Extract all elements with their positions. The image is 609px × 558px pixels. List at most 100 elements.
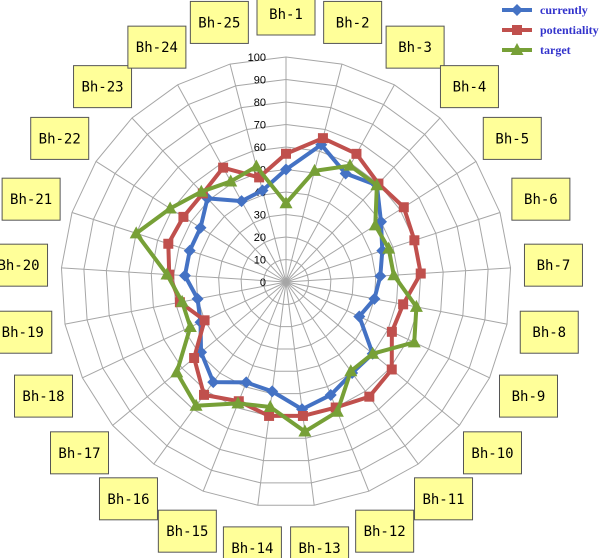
data-point <box>368 292 381 305</box>
data-point <box>366 346 380 359</box>
category-text: Bh-11 <box>422 492 464 508</box>
grid-spoke <box>82 281 287 379</box>
grid-spoke <box>153 281 287 465</box>
data-point <box>183 320 197 333</box>
data-point <box>264 410 275 421</box>
data-point <box>254 172 265 183</box>
category-label: Bh-12 <box>355 509 415 553</box>
data-point <box>240 376 253 389</box>
tick-label: 70 <box>254 120 266 132</box>
category-label: Bh-10 <box>462 431 522 475</box>
data-point <box>415 268 426 279</box>
category-box <box>98 477 158 521</box>
data-point <box>364 391 375 402</box>
category-box <box>290 526 350 558</box>
grid-spoke <box>285 84 395 283</box>
category-label: Bh-8 <box>519 310 579 354</box>
data-point <box>235 195 248 208</box>
data-point <box>249 159 263 172</box>
category-label: Bh-24 <box>127 25 187 69</box>
category-text: Bh-25 <box>198 15 240 31</box>
data-point <box>330 402 341 413</box>
tick-label: 30 <box>254 210 266 222</box>
category-box <box>222 526 282 558</box>
tick-label: 10 <box>254 255 266 267</box>
category-text: Bh-1 <box>269 7 303 23</box>
category-box <box>511 177 571 221</box>
category-label: Bh-21 <box>1 177 61 221</box>
data-point <box>281 148 291 159</box>
tick-label: 60 <box>254 142 266 154</box>
category-box <box>157 509 217 553</box>
category-text: Bh-3 <box>398 40 432 56</box>
category-box <box>0 310 53 354</box>
radar-grid <box>60 56 512 506</box>
data-point <box>194 184 208 197</box>
category-text: Bh-18 <box>22 389 64 405</box>
data-point <box>280 163 292 176</box>
tick-label: 20 <box>254 232 266 244</box>
data-point <box>512 25 522 35</box>
data-point <box>266 385 279 398</box>
category-box <box>414 477 474 521</box>
tick-label: 100 <box>248 52 266 64</box>
category-label: Bh-6 <box>511 177 571 221</box>
legend-label: target <box>540 43 571 57</box>
legend-item-target: target <box>502 43 571 57</box>
data-point <box>163 201 177 214</box>
category-box <box>1 177 61 221</box>
data-point <box>368 218 382 231</box>
category-label: Bh-14 <box>222 526 282 558</box>
category-text: Bh-4 <box>453 80 487 96</box>
category-text: Bh-10 <box>471 446 513 462</box>
category-box <box>519 310 579 354</box>
category-text: Bh-15 <box>166 524 208 540</box>
data-point <box>191 292 204 305</box>
series-target <box>129 158 423 437</box>
category-text: Bh-7 <box>537 258 571 274</box>
category-label: Bh-2 <box>323 0 383 44</box>
data-point <box>398 299 409 310</box>
data-point <box>199 315 210 326</box>
grid-ring <box>83 78 489 484</box>
data-series <box>129 133 426 437</box>
data-point <box>160 267 174 280</box>
category-text: Bh-12 <box>364 524 406 540</box>
category-box <box>14 374 74 418</box>
category-label: Bh-11 <box>414 477 474 521</box>
data-point <box>256 184 269 197</box>
data-point <box>175 294 189 307</box>
data-point <box>298 424 312 437</box>
category-label: Bh-18 <box>14 374 74 418</box>
category-text: Bh-6 <box>524 192 558 208</box>
category-box <box>385 25 445 69</box>
data-point <box>297 410 308 421</box>
data-point <box>218 162 229 173</box>
category-box <box>73 65 133 109</box>
data-point <box>207 376 220 389</box>
category-box <box>355 509 415 553</box>
data-point <box>308 163 322 176</box>
grid-ring <box>60 56 512 506</box>
grid-spoke <box>285 281 370 492</box>
legend-label: potentiality <box>540 23 599 37</box>
data-point <box>386 364 397 375</box>
data-point <box>409 235 420 246</box>
legend-item-potentiality: potentiality <box>502 23 599 37</box>
data-point <box>376 244 389 257</box>
data-point <box>351 148 362 159</box>
grid-ring <box>240 236 332 328</box>
grid-spoke <box>71 211 287 283</box>
data-point <box>263 400 277 413</box>
category-box <box>50 431 110 475</box>
category-box <box>462 431 522 475</box>
data-point <box>178 211 189 222</box>
grid-spoke <box>95 161 287 283</box>
category-text: Bh-20 <box>0 258 40 274</box>
category-box <box>30 116 90 160</box>
data-point <box>189 353 200 364</box>
category-box <box>0 243 49 287</box>
data-point <box>344 364 358 377</box>
data-point <box>330 404 344 417</box>
